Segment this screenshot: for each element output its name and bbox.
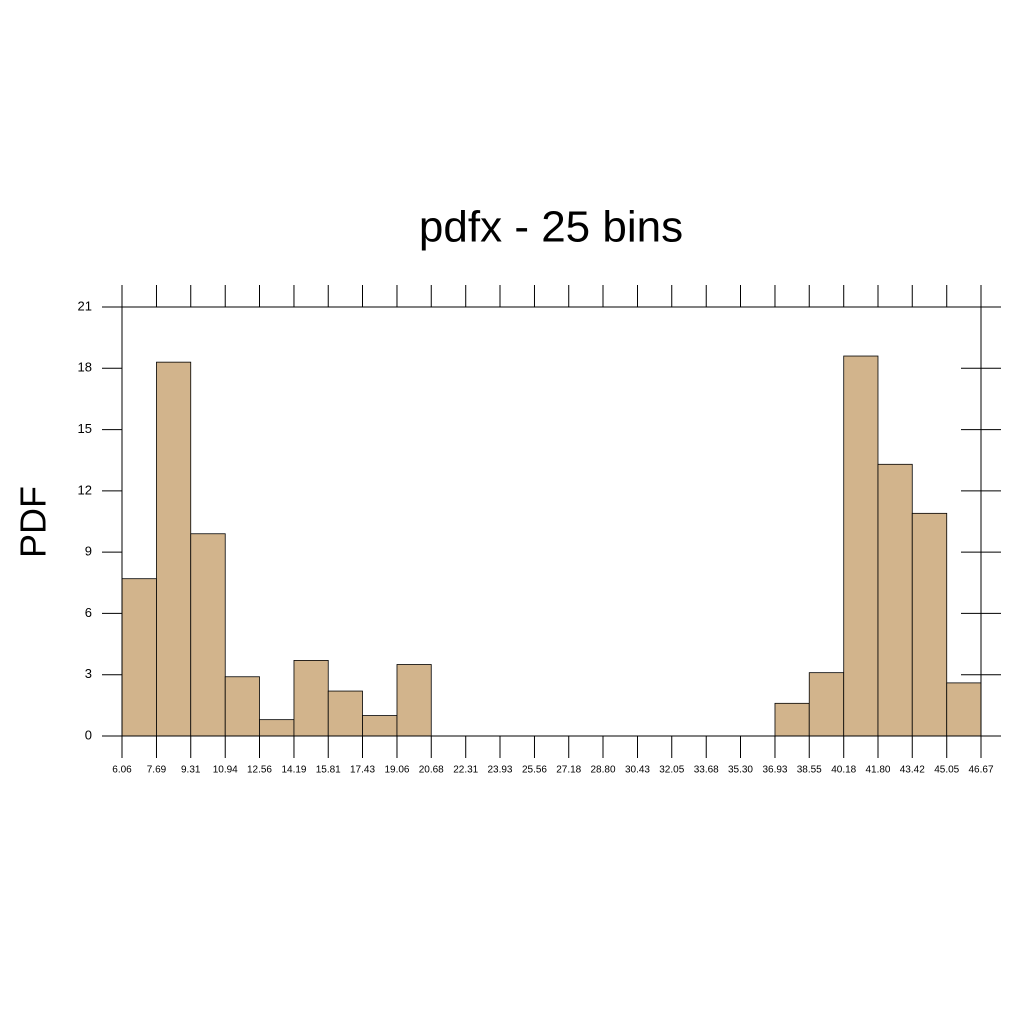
x-tick-label: 14.19 [281, 765, 306, 776]
bar [843, 355, 879, 737]
bar [293, 660, 329, 737]
x-tick-label: 17.43 [350, 765, 375, 776]
x-tick-label: 20.68 [419, 765, 444, 776]
x-tick-label: 28.80 [590, 765, 615, 776]
bar [190, 533, 226, 737]
x-tick-label: 32.05 [659, 765, 684, 776]
bar [396, 664, 432, 737]
bar [808, 672, 845, 737]
x-tick-label: 30.43 [625, 765, 650, 776]
x-tick-label: 22.31 [453, 765, 478, 776]
x-tick-label: 40.18 [831, 765, 856, 776]
x-tick-label: 9.31 [181, 765, 201, 776]
x-tick-label: 7.69 [147, 765, 167, 776]
bar [156, 361, 192, 737]
x-tick-label: 35.30 [728, 765, 753, 776]
bar [911, 512, 948, 737]
plot-frame [121, 306, 982, 737]
bar [774, 702, 810, 737]
x-tick-label: 45.05 [934, 765, 959, 776]
chart-title: pdfx - 25 bins [419, 203, 683, 252]
y-tick-label: 15 [78, 421, 92, 436]
bar [327, 690, 363, 737]
x-tick-label: 38.55 [797, 765, 822, 776]
x-tick-label: 6.06 [112, 765, 132, 776]
y-tick-label: 6 [85, 605, 92, 620]
y-tick-label: 0 [85, 727, 92, 742]
x-tick-label: 43.42 [900, 765, 925, 776]
x-tick-label: 27.18 [556, 765, 581, 776]
y-tick-label: 12 [78, 482, 92, 497]
bar [946, 682, 982, 737]
y-tick-label: 9 [85, 544, 92, 559]
bar [121, 578, 157, 737]
y-tick-label: 3 [85, 666, 92, 681]
x-tick-label: 41.80 [865, 765, 890, 776]
y-tick-label: 21 [78, 298, 92, 313]
bar [259, 719, 295, 737]
x-tick-label: 33.68 [694, 765, 719, 776]
x-tick-label: 23.93 [487, 765, 512, 776]
x-tick-label: 19.06 [384, 765, 409, 776]
x-tick-label: 12.56 [247, 765, 272, 776]
x-tick-label: 25.56 [522, 765, 547, 776]
bar [224, 676, 260, 737]
x-tick-label: 10.94 [213, 765, 238, 776]
bar [362, 715, 398, 737]
y-axis-label: PDF [13, 486, 54, 558]
x-tick-label: 36.93 [762, 765, 787, 776]
x-tick-label: 15.81 [316, 765, 341, 776]
y-tick-label: 18 [78, 360, 92, 375]
bar [877, 463, 913, 737]
x-tick-label: 46.67 [968, 765, 993, 776]
